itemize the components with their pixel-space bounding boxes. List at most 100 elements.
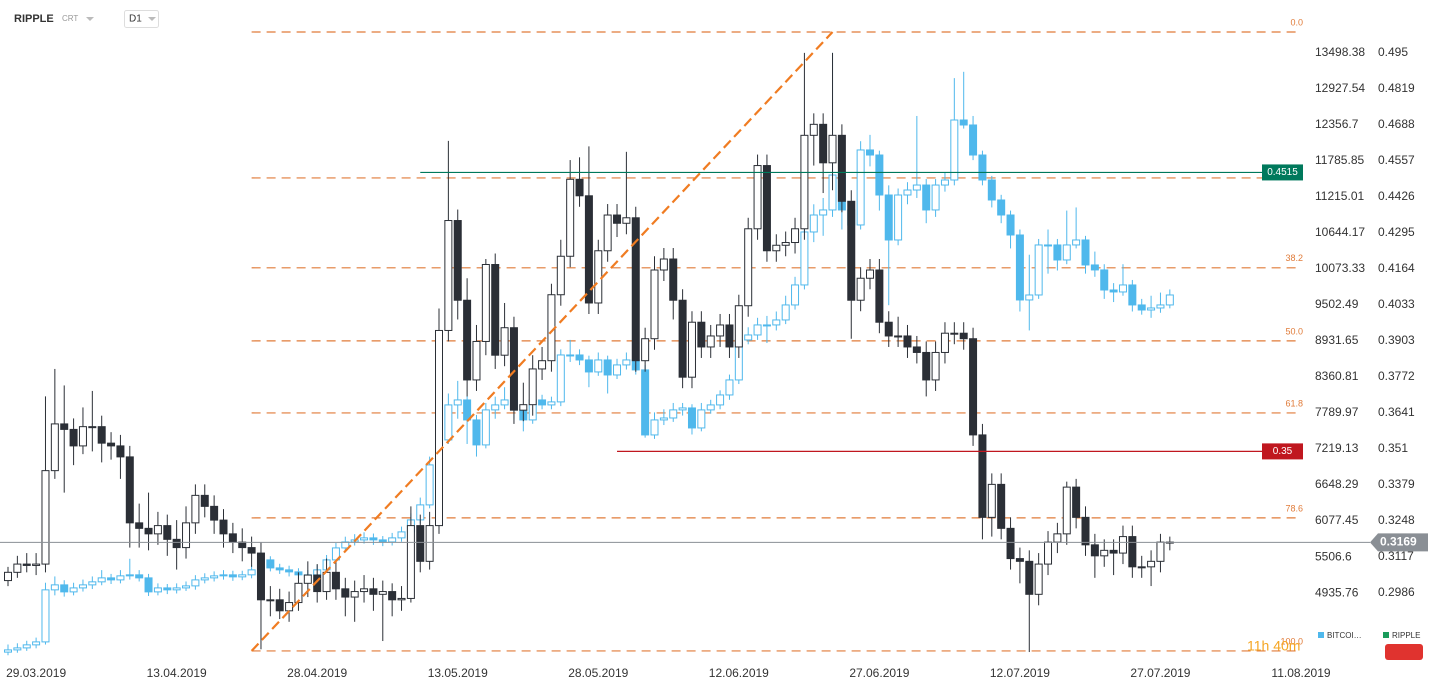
candle-body [884,321,893,337]
candle-body [538,360,547,370]
candle-body [950,119,959,181]
candle-body [191,494,200,524]
candle-body [41,470,50,565]
candle-body [922,184,931,211]
candle-body [1053,533,1062,543]
candle-body [659,417,668,421]
y-tick-label: 0.3379 [1378,477,1415,491]
candle-body [1128,284,1137,306]
candle-body [360,588,369,593]
y2-tick-label: 11215.01 [1315,189,1364,203]
candle-body [987,483,996,518]
candle-body [350,591,359,598]
candle-body [256,552,265,601]
y2-tick-label: 11785.85 [1315,153,1364,167]
candle-body [153,587,162,593]
candle-body [472,419,481,446]
y2-tick-label: 8931.65 [1315,333,1359,347]
legend-label: BITCOI… [1327,631,1362,640]
candle-body [463,299,472,381]
candle-body [50,423,59,472]
candle-body [1147,560,1156,568]
candle-body [1156,304,1165,309]
candle-body [772,244,781,252]
candle-body [22,563,31,566]
candle-body [969,338,978,436]
candle-body [1044,244,1053,247]
candle-body [903,335,912,348]
candle-body [575,354,584,361]
y-tick-label: 0.3772 [1378,369,1415,383]
candle-body [444,404,453,441]
candle-body [603,359,612,376]
candle-body [678,407,687,411]
level-box [1262,164,1303,181]
candle-body [1015,234,1024,301]
y-tick-label: 0.4164 [1378,261,1415,275]
candle-body [1118,284,1127,293]
candle-body [285,569,294,573]
candle-body [60,584,69,593]
candle-body [687,407,696,429]
candle-body [463,399,472,421]
y2-tick-label: 7789.97 [1315,405,1359,419]
x-tick-label: 27.06.2019 [849,666,909,680]
candle-body [706,335,715,348]
candle-body [97,426,106,444]
candle-body [566,178,575,257]
candle-body [584,359,593,373]
candle-body [1062,486,1071,535]
candle-body [200,494,209,507]
candle-body [734,305,743,348]
x-tick-label: 12.06.2019 [709,666,769,680]
candle-body [481,264,490,342]
candle-body [594,250,603,304]
interval: D1 [129,14,142,25]
candle-body [4,649,12,653]
candle-body [481,409,490,446]
candle-body [978,154,987,181]
candle-body [650,269,659,340]
candle-body [744,334,753,341]
candle-body [491,264,500,356]
candle-body [97,577,106,583]
last-price-box [1370,533,1428,552]
interval-box[interactable] [124,10,159,28]
candle-body [819,123,828,164]
candle-body [697,321,706,348]
candle-body [800,134,809,230]
candle-body [303,574,312,584]
candle-body [500,399,509,406]
candle-body [922,351,931,381]
x-tick-label: 13.04.2019 [147,666,207,680]
y2-tick-label: 12927.54 [1315,81,1365,95]
candle-body [1044,541,1053,565]
candle-body [678,299,687,378]
candle-body [894,194,903,241]
candle-body [275,599,284,612]
y-tick-label: 0.4557 [1378,153,1415,167]
y-tick-label: 0.3117 [1378,549,1414,563]
candle-body [959,119,968,126]
candle-body [78,584,87,589]
legend-marker [1318,632,1324,638]
fib-label: 0.0 [1290,17,1303,27]
candle-body [866,149,874,156]
candle-body [191,579,200,587]
source[interactable]: CRT [62,14,78,23]
candle-body [88,581,97,586]
candle-body [866,269,874,279]
candle-body [875,154,884,196]
candle-body [341,588,350,598]
fib-label: 38.2 [1285,253,1303,263]
y2-tick-label: 6648.29 [1315,477,1359,491]
candle-body [594,359,603,373]
candle-body [388,537,397,543]
candle-body [556,354,565,403]
candle-body [210,505,219,521]
candle-body [228,574,237,578]
candle-body [200,577,209,581]
legend-button[interactable] [1385,644,1423,660]
candle-body [828,134,837,164]
